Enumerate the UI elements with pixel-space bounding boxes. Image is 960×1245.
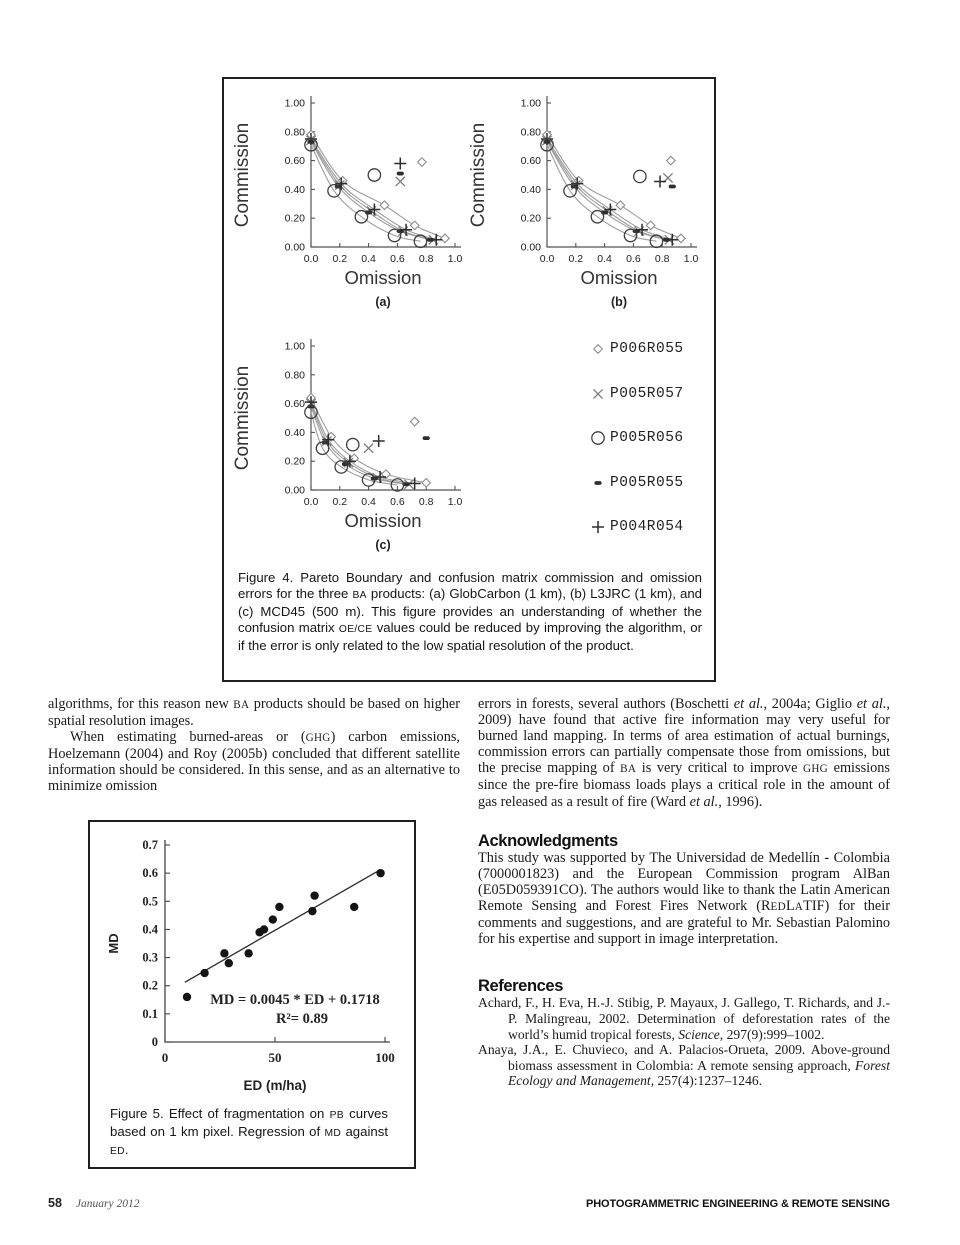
svg-text:1.00: 1.00 <box>285 341 306 353</box>
svg-text:0.6: 0.6 <box>390 253 405 265</box>
journal-name: PHOTOGRAMMETRIC ENGINEERING & REMOTE SEN… <box>585 1198 890 1210</box>
svg-text:1.00: 1.00 <box>285 98 306 110</box>
svg-text:0.4: 0.4 <box>597 253 612 265</box>
svg-text:0.20: 0.20 <box>521 213 542 225</box>
svg-text:0.80: 0.80 <box>521 126 542 138</box>
svg-text:Omission: Omission <box>344 510 421 531</box>
acknowledgments-heading: Acknowledgments <box>478 831 618 850</box>
legend-label: P005R057 <box>610 385 684 402</box>
plus-marker-icon <box>592 521 604 533</box>
svg-text:R²= 0.89: R²= 0.89 <box>276 1011 328 1027</box>
reference-entry: Anaya, J.A., E. Chuvieco, and A. Palacio… <box>478 1042 890 1089</box>
svg-text:0.4: 0.4 <box>142 922 158 936</box>
svg-text:0.6: 0.6 <box>390 496 405 508</box>
legend-item-P005R055: P005R055 <box>588 473 684 493</box>
svg-text:0.80: 0.80 <box>285 369 306 381</box>
svg-text:Commission: Commission <box>232 366 253 471</box>
svg-text:0.20: 0.20 <box>285 456 306 468</box>
legend-label: P006R055 <box>610 341 684 357</box>
svg-text:(b): (b) <box>611 295 627 309</box>
svg-text:0.1: 0.1 <box>142 1007 158 1021</box>
body-paragraph: algorithms, for this reason new BA produ… <box>48 696 460 730</box>
legend-label: P005R056 <box>610 430 684 446</box>
svg-text:0.8: 0.8 <box>419 496 434 508</box>
legend-label: P005R055 <box>610 474 684 491</box>
svg-text:0.0: 0.0 <box>540 253 555 265</box>
svg-text:0.8: 0.8 <box>655 253 670 265</box>
svg-text:0.0: 0.0 <box>304 496 319 508</box>
legend-label: P004R054 <box>610 519 684 535</box>
svg-text:0.7: 0.7 <box>142 838 158 852</box>
reference-entry: Achard, F., H. Eva, H.-J. Stibig, P. May… <box>478 995 890 1042</box>
issue-date: January 2012 <box>75 1198 140 1210</box>
figure5-panel: 0 0.1 0.2 0.3 0.4 0.5 0.6 0.7 0 50 100 MD = 0.0045 … <box>88 820 416 1169</box>
svg-text:MD: MD <box>106 933 121 953</box>
svg-text:(a): (a) <box>375 295 390 309</box>
svg-text:0.00: 0.00 <box>521 242 542 254</box>
svg-text:0.40: 0.40 <box>285 427 306 439</box>
svg-text:0: 0 <box>162 1050 169 1065</box>
figure4-chart-a: 0.000.0 0.20 0.2 0.40 0.4 0.60 0.6 0.80 0.8 1.00 1… <box>232 96 463 309</box>
svg-text:0.60: 0.60 <box>285 398 306 410</box>
svg-text:1.00: 1.00 <box>521 98 542 110</box>
svg-text:0.80: 0.80 <box>285 126 306 138</box>
svg-text:0.2: 0.2 <box>332 253 347 265</box>
acknowledgments-text: This study was supported by The Universi… <box>478 849 890 948</box>
svg-text:0.0: 0.0 <box>304 253 319 265</box>
body-paragraph: When estimating burned-areas or (GHG) ca… <box>48 729 460 795</box>
svg-text:Omission: Omission <box>344 267 421 288</box>
svg-text:50: 50 <box>269 1050 282 1065</box>
svg-text:0.40: 0.40 <box>285 184 306 196</box>
svg-text:0.60: 0.60 <box>285 155 306 167</box>
svg-text:0: 0 <box>152 1035 158 1049</box>
page-footer: 58 January 2012 PHOTOGRAMMETRIC ENGINEER… <box>48 1196 890 1210</box>
svg-text:Omission: Omission <box>580 267 657 288</box>
svg-text:1.0: 1.0 <box>448 253 463 265</box>
svg-text:0.2: 0.2 <box>332 496 347 508</box>
svg-text:0.3: 0.3 <box>142 951 158 965</box>
diamond-marker-icon <box>592 343 604 355</box>
svg-text:0.00: 0.00 <box>285 485 306 497</box>
legend-item-P005R056: P005R056 <box>588 428 684 448</box>
body-paragraph: errors in forests, several authors (Bosc… <box>478 696 890 810</box>
references-heading: References <box>478 977 563 996</box>
svg-text:0.8: 0.8 <box>419 253 434 265</box>
svg-text:0.2: 0.2 <box>568 253 583 265</box>
svg-text:0.40: 0.40 <box>521 184 542 196</box>
svg-text:1.0: 1.0 <box>448 496 463 508</box>
x-marker-icon <box>592 388 604 399</box>
svg-text:MD = 0.0045 * ED + 0.1718: MD = 0.0045 * ED + 0.1718 <box>210 992 380 1008</box>
legend-item-P005R057: P005R057 <box>588 384 684 404</box>
figure4-chart-b: 0.000.0 0.20 0.2 0.40 0.4 0.60 0.6 0.80 0.8 1.00 1… <box>468 96 699 309</box>
figure4-chart-c: 0.000.0 0.20 0.2 0.40 0.4 0.60 0.6 0.80 0.8 1.00 1… <box>232 339 463 552</box>
svg-text:0.4: 0.4 <box>361 253 376 265</box>
svg-text:0.5: 0.5 <box>142 894 158 908</box>
svg-text:0.00: 0.00 <box>285 242 306 254</box>
body-column-left: algorithms, for this reason new BA produ… <box>48 696 460 795</box>
figure4-legend: P006R055 P005R057 P005R056 P005R055 P004R054 <box>588 339 684 562</box>
bar-marker-icon <box>594 480 602 485</box>
legend-item-P004R054: P004R054 <box>588 517 684 537</box>
figure5-chart: 0 0.1 0.2 0.3 0.4 0.5 0.6 0.7 0 50 100 MD = 0.0045 … <box>106 838 395 1093</box>
svg-text:0.60: 0.60 <box>521 155 542 167</box>
svg-text:Commission: Commission <box>468 123 489 228</box>
svg-text:ED (m/ha): ED (m/ha) <box>243 1078 306 1093</box>
page-number: 58 <box>48 1196 62 1210</box>
figure4-caption: Figure 4. Pareto Boundary and confusion … <box>238 570 703 653</box>
svg-text:100: 100 <box>375 1050 395 1065</box>
svg-text:Commission: Commission <box>232 123 253 228</box>
svg-text:0.6: 0.6 <box>626 253 641 265</box>
svg-text:0.4: 0.4 <box>361 496 376 508</box>
body-column-right: errors in forests, several authors (Bosc… <box>478 696 890 1089</box>
svg-text:0.2: 0.2 <box>142 979 158 993</box>
svg-text:1.0: 1.0 <box>684 253 699 265</box>
svg-text:0.6: 0.6 <box>142 866 158 880</box>
figure5-caption: Figure 5. Effect of fragmentation on PB … <box>110 1106 388 1157</box>
circle-marker-icon <box>591 431 605 445</box>
figure4-panel: 0.00 0.0 0.20 0.2 0.40 0.4 0.60 0.6 0.80 0.8 1.00 1… <box>222 77 716 682</box>
svg-text:(c): (c) <box>375 538 390 552</box>
legend-item-P006R055: P006R055 <box>588 339 684 359</box>
svg-text:0.20: 0.20 <box>285 213 306 225</box>
